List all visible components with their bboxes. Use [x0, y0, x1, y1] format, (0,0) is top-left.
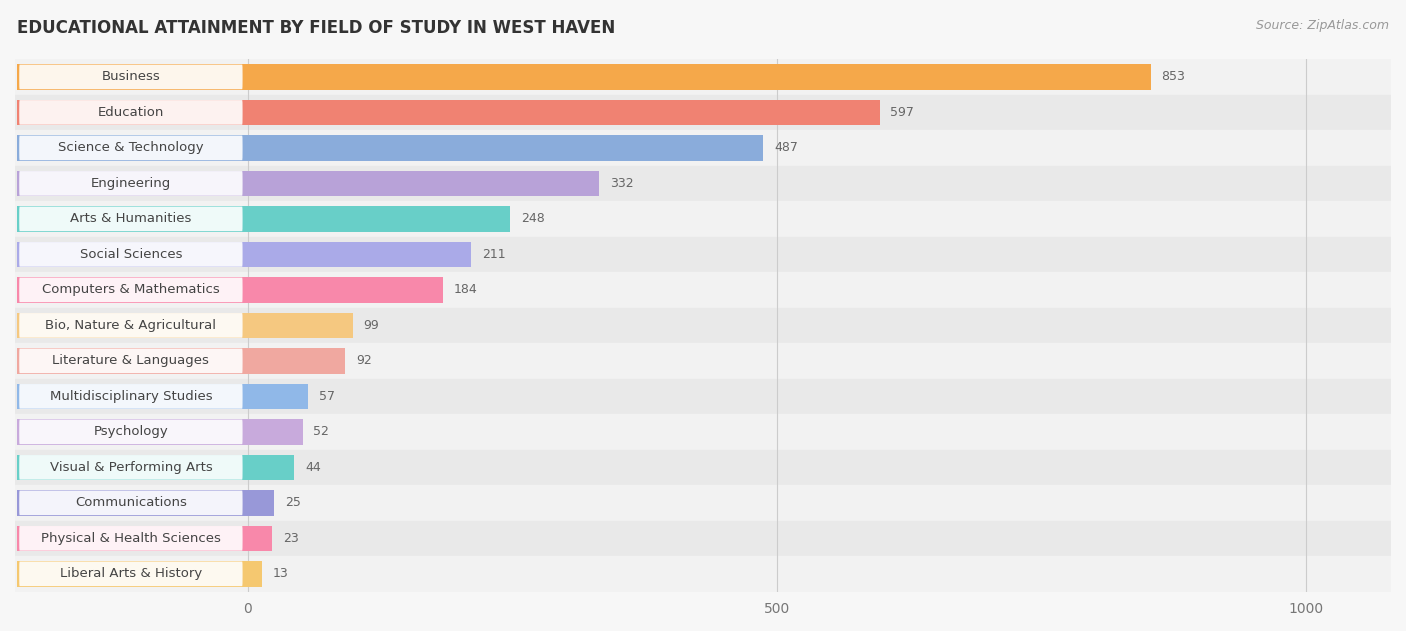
Text: Liberal Arts & History: Liberal Arts & History [60, 567, 202, 581]
Text: Engineering: Engineering [91, 177, 172, 190]
Bar [17, 135, 763, 161]
Bar [15, 201, 1391, 237]
Text: Science & Technology: Science & Technology [58, 141, 204, 155]
Text: Arts & Humanities: Arts & Humanities [70, 213, 191, 225]
Bar [15, 521, 1391, 556]
Bar [15, 166, 1391, 201]
FancyBboxPatch shape [20, 278, 243, 302]
Bar [15, 556, 1391, 592]
Bar [17, 419, 302, 445]
Text: 92: 92 [356, 355, 371, 367]
Text: 487: 487 [773, 141, 797, 155]
Bar [15, 59, 1391, 95]
Bar [15, 450, 1391, 485]
Text: Computers & Mathematics: Computers & Mathematics [42, 283, 219, 297]
FancyBboxPatch shape [20, 313, 243, 338]
Text: 57: 57 [319, 390, 335, 403]
Bar [15, 379, 1391, 414]
Text: Source: ZipAtlas.com: Source: ZipAtlas.com [1256, 19, 1389, 32]
Bar [15, 308, 1391, 343]
Text: EDUCATIONAL ATTAINMENT BY FIELD OF STUDY IN WEST HAVEN: EDUCATIONAL ATTAINMENT BY FIELD OF STUDY… [17, 19, 614, 37]
FancyBboxPatch shape [20, 420, 243, 444]
Text: Visual & Performing Arts: Visual & Performing Arts [49, 461, 212, 474]
Text: 332: 332 [610, 177, 634, 190]
FancyBboxPatch shape [20, 455, 243, 480]
Bar [15, 485, 1391, 521]
FancyBboxPatch shape [20, 348, 243, 373]
FancyBboxPatch shape [20, 384, 243, 409]
Bar [17, 64, 1150, 90]
Text: 597: 597 [890, 106, 914, 119]
FancyBboxPatch shape [20, 562, 243, 586]
Bar [17, 206, 510, 232]
Bar [15, 272, 1391, 308]
Bar [17, 277, 443, 303]
Bar [17, 384, 308, 409]
FancyBboxPatch shape [20, 171, 243, 196]
FancyBboxPatch shape [20, 490, 243, 515]
FancyBboxPatch shape [20, 136, 243, 160]
FancyBboxPatch shape [20, 100, 243, 125]
Bar [15, 130, 1391, 166]
Text: 248: 248 [522, 213, 544, 225]
FancyBboxPatch shape [20, 206, 243, 231]
FancyBboxPatch shape [20, 242, 243, 267]
Text: 184: 184 [453, 283, 477, 297]
Text: Multidisciplinary Studies: Multidisciplinary Studies [49, 390, 212, 403]
Text: Education: Education [97, 106, 165, 119]
Bar [17, 312, 353, 338]
Text: Physical & Health Sciences: Physical & Health Sciences [41, 532, 221, 545]
Text: Psychology: Psychology [94, 425, 169, 439]
Text: 23: 23 [283, 532, 298, 545]
Bar [17, 242, 471, 267]
Bar [15, 237, 1391, 272]
Bar [15, 414, 1391, 450]
Text: Bio, Nature & Agricultural: Bio, Nature & Agricultural [45, 319, 217, 332]
Bar [17, 100, 880, 125]
Text: 99: 99 [363, 319, 380, 332]
Bar [17, 454, 294, 480]
Text: 211: 211 [482, 248, 505, 261]
Bar [17, 170, 599, 196]
Text: Business: Business [101, 71, 160, 83]
Text: 13: 13 [273, 567, 288, 581]
Bar [15, 343, 1391, 379]
Text: Literature & Languages: Literature & Languages [52, 355, 209, 367]
Bar [17, 561, 262, 587]
Text: 52: 52 [314, 425, 329, 439]
FancyBboxPatch shape [20, 64, 243, 89]
Text: Social Sciences: Social Sciences [80, 248, 183, 261]
Bar [17, 490, 274, 516]
Bar [17, 348, 346, 374]
Bar [15, 95, 1391, 130]
FancyBboxPatch shape [20, 526, 243, 551]
Text: 853: 853 [1161, 71, 1185, 83]
Text: 44: 44 [305, 461, 321, 474]
Text: 25: 25 [285, 497, 301, 509]
Text: Communications: Communications [75, 497, 187, 509]
Bar [17, 526, 273, 551]
